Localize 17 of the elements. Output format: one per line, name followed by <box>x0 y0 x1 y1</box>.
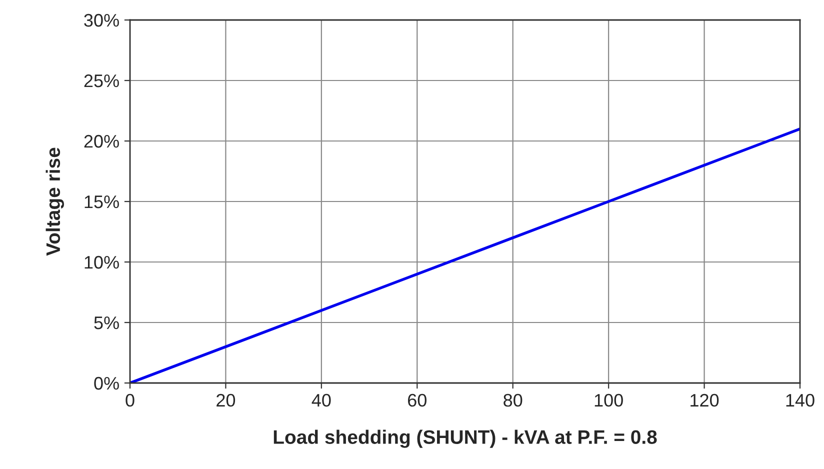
x-tick-label: 20 <box>216 394 236 407</box>
x-tick-label: 100 <box>594 394 623 407</box>
y-tick-label: 25% <box>84 74 119 88</box>
x-tick-label: 60 <box>408 394 426 407</box>
y-tick-label: 20% <box>84 134 119 148</box>
y-tick-label: 10% <box>84 256 119 269</box>
x-tick-label: 140 <box>786 394 814 407</box>
y-tick-label: 0% <box>94 376 119 390</box>
y-axis-title: Voltage rise <box>46 148 64 256</box>
x-tick-label: 40 <box>312 394 331 407</box>
x-tick-label: 120 <box>690 394 719 407</box>
y-tick-label: 5% <box>94 316 119 330</box>
y-tick-label: 30% <box>84 14 119 27</box>
x-tick-label: 0 <box>126 394 134 407</box>
x-tick-label: 80 <box>504 394 522 407</box>
x-axis-title: Load shedding (SHUNT) - kVA at P.F. = 0.8 <box>274 430 657 448</box>
y-tick-label: 15% <box>84 196 119 208</box>
